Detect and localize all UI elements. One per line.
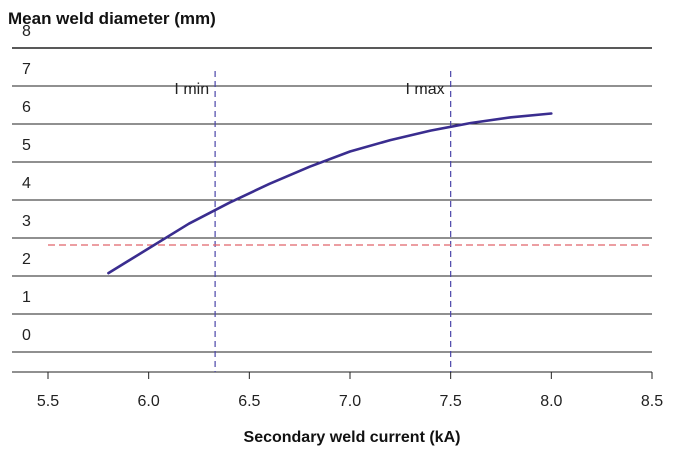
x-tick-label: 7.5 xyxy=(440,393,462,410)
x-tick-label: 6.5 xyxy=(238,393,260,410)
x-tick-label: 6.0 xyxy=(138,393,160,410)
chart-title: Mean weld diameter (mm) xyxy=(8,9,216,28)
grid-lines xyxy=(12,47,652,373)
y-axis-ticks: 0 1 2 3 4 5 6 7 8 xyxy=(22,23,31,344)
y-tick-label: 5 xyxy=(22,137,31,154)
x-tick-label: 7.0 xyxy=(339,393,361,410)
y-tick-label: 3 xyxy=(22,213,31,230)
y-tick-label: 1 xyxy=(22,289,31,306)
x-axis-ticks: 5.5 6.0 6.5 7.0 7.5 8.0 8.5 xyxy=(37,372,663,410)
x-tick-label: 8.0 xyxy=(540,393,562,410)
x-axis-label: Secondary weld current (kA) xyxy=(244,429,461,446)
y-tick-label: 7 xyxy=(22,61,31,78)
y-tick-label: 2 xyxy=(22,251,31,268)
x-tick-label: 5.5 xyxy=(37,393,59,410)
reference-lines: I min I max xyxy=(48,71,652,372)
y-tick-label: 6 xyxy=(22,99,31,116)
y-tick-label: 4 xyxy=(22,175,31,192)
y-tick-label: 0 xyxy=(22,327,31,344)
x-tick-label: 8.5 xyxy=(641,393,663,410)
vline-label: I min xyxy=(174,81,209,98)
y-tick-label: 8 xyxy=(22,23,31,40)
series-group xyxy=(107,112,553,275)
series-line-0 xyxy=(107,112,553,275)
vline-label: I max xyxy=(406,81,445,98)
